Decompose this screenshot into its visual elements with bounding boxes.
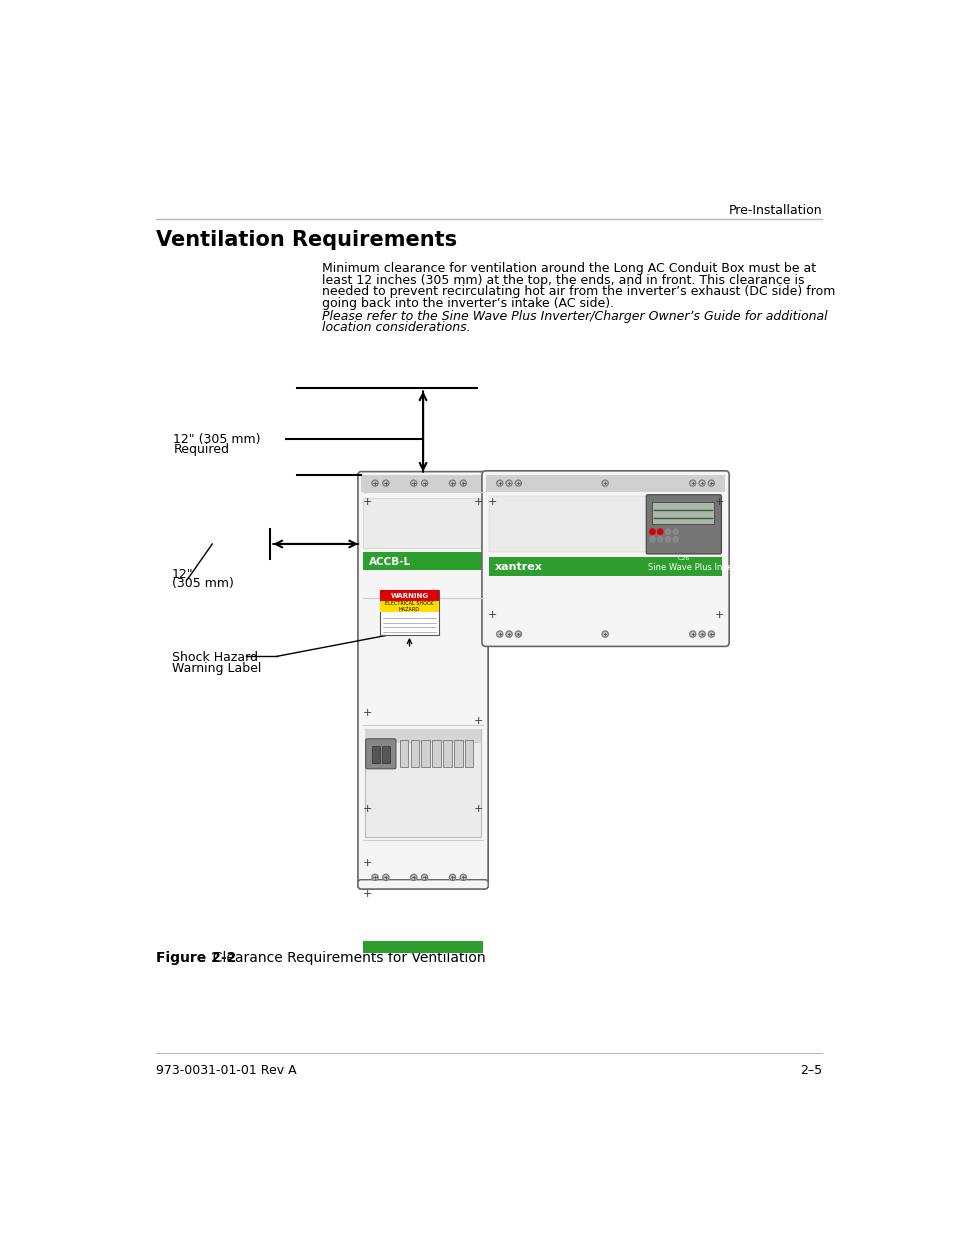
Text: +: + xyxy=(474,804,483,814)
Bar xyxy=(488,496,721,552)
Text: Warning Label: Warning Label xyxy=(172,662,261,674)
Circle shape xyxy=(699,480,704,487)
Circle shape xyxy=(689,631,695,637)
Text: C26: C26 xyxy=(677,556,689,561)
Bar xyxy=(421,740,430,767)
Circle shape xyxy=(449,480,456,487)
Circle shape xyxy=(505,480,512,487)
Circle shape xyxy=(515,631,521,637)
Bar xyxy=(360,474,484,492)
Text: (305 mm): (305 mm) xyxy=(172,577,233,590)
Text: Minimum clearance for ventilation around the Long AC Conduit Box must be at: Minimum clearance for ventilation around… xyxy=(322,262,816,275)
Bar xyxy=(454,740,462,767)
Circle shape xyxy=(497,480,502,487)
FancyBboxPatch shape xyxy=(365,739,395,769)
FancyBboxPatch shape xyxy=(357,472,488,889)
Circle shape xyxy=(649,529,655,535)
Circle shape xyxy=(657,537,662,542)
Text: +: + xyxy=(362,889,372,899)
Bar xyxy=(432,740,440,767)
Circle shape xyxy=(657,529,662,535)
Circle shape xyxy=(459,480,466,487)
Circle shape xyxy=(707,631,714,637)
Text: +: + xyxy=(487,610,497,620)
Text: Ventilation Requirements: Ventilation Requirements xyxy=(155,230,456,249)
Circle shape xyxy=(497,631,502,637)
Text: least 12 inches (305 mm) at the top, the ends, and in front. This clearance is: least 12 inches (305 mm) at the top, the… xyxy=(322,274,804,287)
Text: WARNING: WARNING xyxy=(390,593,428,599)
Text: needed to prevent recirculating hot air from the inverter’s exhaust (DC side) fr: needed to prevent recirculating hot air … xyxy=(322,285,835,299)
Text: +: + xyxy=(362,804,372,814)
Text: +: + xyxy=(474,498,483,508)
Text: Please refer to the Sine Wave Plus Inverter/Charger Owner’s Guide for additional: Please refer to the Sine Wave Plus Inver… xyxy=(322,310,827,322)
Circle shape xyxy=(382,874,389,881)
Text: Required: Required xyxy=(173,443,230,456)
Circle shape xyxy=(372,480,377,487)
Circle shape xyxy=(689,480,695,487)
Circle shape xyxy=(515,480,521,487)
Circle shape xyxy=(421,480,427,487)
Text: Figure 2-2: Figure 2-2 xyxy=(155,951,235,965)
Text: 12": 12" xyxy=(172,568,193,580)
Bar xyxy=(443,740,452,767)
Text: 2–5: 2–5 xyxy=(800,1063,821,1077)
Bar xyxy=(399,740,408,767)
Circle shape xyxy=(664,537,670,542)
Text: Sine Wave Plus Inverter / Charger: Sine Wave Plus Inverter / Charger xyxy=(647,563,789,572)
Text: +: + xyxy=(362,858,372,868)
Circle shape xyxy=(449,874,456,881)
Bar xyxy=(363,498,482,548)
Circle shape xyxy=(672,537,678,542)
Bar xyxy=(365,729,480,836)
Circle shape xyxy=(601,480,608,487)
Circle shape xyxy=(410,874,416,881)
FancyBboxPatch shape xyxy=(481,471,728,646)
Text: Shock Hazard: Shock Hazard xyxy=(172,651,257,664)
Circle shape xyxy=(672,529,678,535)
Bar xyxy=(363,552,482,571)
Circle shape xyxy=(664,529,670,535)
Bar xyxy=(488,557,721,576)
Text: +: + xyxy=(714,610,723,620)
Bar xyxy=(410,740,418,767)
Bar xyxy=(651,503,714,524)
Text: ELECTRICAL SHOCK
HAZARD: ELECTRICAL SHOCK HAZARD xyxy=(385,601,434,611)
Circle shape xyxy=(699,631,704,637)
Circle shape xyxy=(459,874,466,881)
Text: +: + xyxy=(487,498,497,508)
FancyBboxPatch shape xyxy=(357,879,488,889)
Bar xyxy=(485,474,724,492)
Bar xyxy=(380,590,438,601)
Circle shape xyxy=(649,537,655,542)
Bar xyxy=(372,746,379,763)
Bar xyxy=(381,746,390,763)
Bar xyxy=(363,941,482,953)
Text: 973-0031-01-01 Rev A: 973-0031-01-01 Rev A xyxy=(155,1063,296,1077)
Text: +: + xyxy=(362,498,372,508)
Bar xyxy=(464,740,473,767)
Text: ACCB-L: ACCB-L xyxy=(369,557,411,567)
Circle shape xyxy=(410,480,416,487)
FancyBboxPatch shape xyxy=(645,495,720,555)
Text: Pre-Installation: Pre-Installation xyxy=(728,204,821,216)
Text: +: + xyxy=(474,716,483,726)
Text: Clearance Requirements for Ventilation: Clearance Requirements for Ventilation xyxy=(204,951,485,965)
Text: going back into the inverter’s intake (AC side).: going back into the inverter’s intake (A… xyxy=(322,296,614,310)
Circle shape xyxy=(505,631,512,637)
Circle shape xyxy=(372,874,377,881)
Text: location considerations.: location considerations. xyxy=(322,321,471,335)
Text: 12" (305 mm): 12" (305 mm) xyxy=(173,433,261,446)
Circle shape xyxy=(421,874,427,881)
Bar xyxy=(380,601,438,611)
Text: +: + xyxy=(714,498,723,508)
Circle shape xyxy=(601,631,608,637)
Text: +: + xyxy=(362,709,372,719)
Bar xyxy=(365,729,480,742)
Text: xantrex: xantrex xyxy=(495,562,542,572)
Circle shape xyxy=(707,480,714,487)
Bar xyxy=(380,590,438,635)
Circle shape xyxy=(382,480,389,487)
